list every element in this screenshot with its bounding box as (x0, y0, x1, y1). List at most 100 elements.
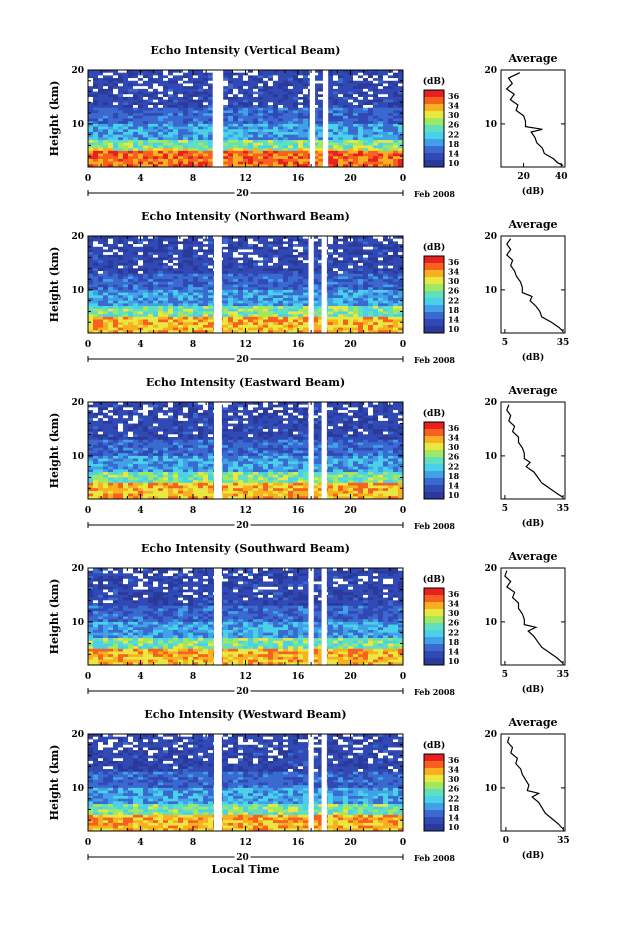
heatmap-cell (98, 404, 104, 408)
heatmap-cell (118, 126, 124, 130)
heatmap-cell (348, 260, 354, 264)
heatmap-cell (208, 164, 214, 168)
profile-x-tick-label: 20 (517, 172, 530, 182)
heatmap-cell (303, 156, 309, 160)
heatmap-cell (228, 246, 234, 250)
heatmap-cell (163, 292, 169, 296)
heatmap-cell (398, 249, 404, 253)
heatmap-cell (113, 105, 119, 109)
heatmap-cell (208, 78, 214, 82)
heatmap-cell (173, 262, 179, 267)
heatmap-cell (103, 287, 109, 291)
heatmap-cell (123, 260, 129, 264)
heatmap-cell (228, 94, 234, 98)
heatmap-cell (373, 306, 379, 310)
heatmap-cell (153, 96, 159, 101)
heatmap-cell (233, 324, 239, 329)
heatmap-cell (288, 164, 294, 168)
heatmap-cell (118, 407, 124, 411)
heatmap-cell (398, 303, 404, 307)
heatmap-cell (143, 252, 149, 256)
heatmap-cell (223, 86, 229, 90)
y-tick-label: 20 (71, 66, 84, 76)
heatmap-cell (183, 273, 189, 277)
heatmap-cell (118, 75, 124, 79)
heatmap-cell (278, 260, 284, 264)
heatmap-cell (248, 308, 254, 312)
heatmap-cell (128, 303, 134, 307)
heatmap-cell (103, 96, 109, 101)
heatmap-cell (143, 311, 149, 315)
heatmap-cell (313, 324, 319, 329)
heatmap-cell (108, 324, 114, 329)
heatmap-cell (203, 252, 209, 256)
heatmap-cell (268, 150, 274, 154)
heatmap-cell (333, 83, 339, 87)
heatmap-cell (163, 316, 169, 320)
heatmap-cell (333, 75, 339, 79)
heatmap-cell (223, 303, 229, 307)
heatmap-cell (268, 316, 274, 320)
heatmap-cell (248, 70, 254, 74)
heatmap-cell (203, 257, 209, 261)
heatmap-cell (348, 96, 354, 101)
heatmap-cell (353, 110, 359, 114)
heatmap-cell (353, 129, 359, 133)
heatmap-cell (273, 319, 279, 323)
heatmap-cell (178, 113, 184, 117)
heatmap-cell (378, 268, 384, 272)
heatmap-cell (383, 134, 389, 138)
heatmap-cell (163, 158, 169, 163)
heatmap-cell (283, 295, 289, 299)
heatmap-cell (108, 322, 114, 326)
heatmap-cell (318, 297, 324, 302)
heatmap-cell (233, 306, 239, 310)
heatmap-cell (108, 287, 114, 291)
heatmap-cell (358, 145, 364, 149)
heatmap-cell (228, 262, 234, 267)
heatmap-cell (348, 121, 354, 125)
heatmap-cell (368, 96, 374, 101)
heatmap-cell (338, 236, 344, 240)
heatmap-cell (273, 78, 279, 82)
heatmap-cell (223, 252, 229, 256)
heatmap-cell (173, 131, 179, 136)
heatmap-cell (203, 254, 209, 258)
heatmap-cell (153, 80, 159, 84)
heatmap-cell (173, 287, 179, 291)
heatmap-cell (88, 254, 94, 258)
heatmap-cell (348, 107, 354, 111)
heatmap-cell (148, 281, 154, 285)
heatmap-cell (203, 131, 209, 136)
heatmap-cell (208, 289, 214, 293)
heatmap-cell (393, 148, 399, 152)
heatmap-cell (358, 83, 364, 87)
heatmap-cell (298, 276, 304, 280)
heatmap-cell (183, 327, 189, 331)
heatmap-cell (233, 319, 239, 323)
heatmap-cell (98, 322, 104, 326)
heatmap-cell (393, 249, 399, 253)
heatmap-cell (138, 292, 144, 296)
heatmap-cell (148, 129, 154, 133)
heatmap-cell (223, 279, 229, 283)
heatmap-cell (178, 241, 184, 245)
heatmap-cell (253, 236, 259, 240)
heatmap-cell (353, 402, 359, 406)
heatmap-cell (378, 276, 384, 280)
heatmap-cell (333, 110, 339, 114)
heatmap-cell (238, 246, 244, 250)
heatmap-cell (358, 316, 364, 320)
heatmap-cell (278, 306, 284, 310)
heatmap-cell (193, 96, 199, 101)
heatmap-cell (123, 121, 129, 125)
heatmap-cell (368, 303, 374, 307)
heatmap-cell (333, 102, 339, 106)
heatmap-cell (393, 88, 399, 92)
heatmap-cell (138, 246, 144, 250)
heatmap-cell (318, 306, 324, 310)
heatmap-cell (398, 276, 404, 280)
heatmap-cell (283, 265, 289, 269)
heatmap-cell (388, 113, 394, 117)
heatmap-cell (358, 284, 364, 288)
